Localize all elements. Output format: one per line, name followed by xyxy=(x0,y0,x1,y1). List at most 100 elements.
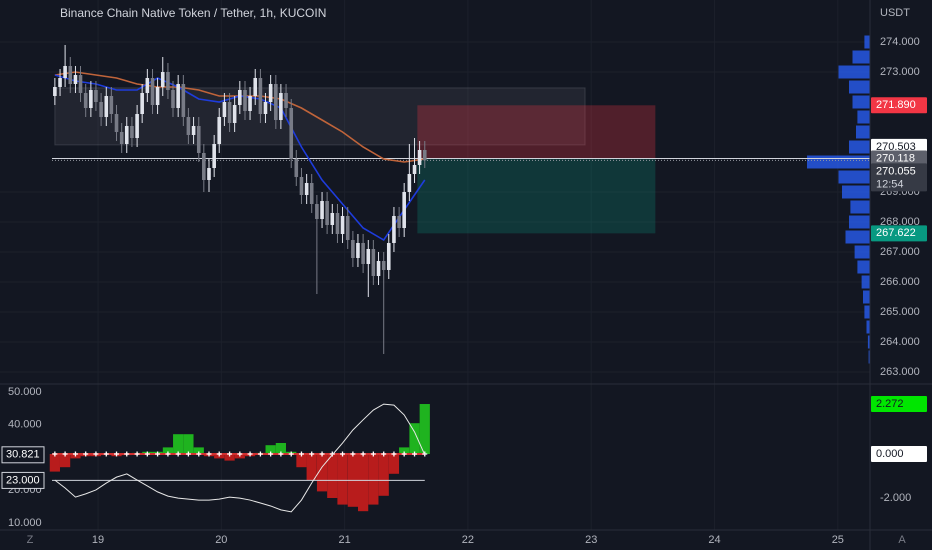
squeeze-dot xyxy=(72,451,78,457)
squeeze-dot xyxy=(165,451,171,457)
candle-body xyxy=(371,248,376,276)
candle-body xyxy=(289,107,294,159)
zero-label: 0.000 xyxy=(876,448,904,460)
candle-body xyxy=(171,89,175,108)
stop-label: 267.622 xyxy=(876,227,916,239)
candle-body xyxy=(376,260,381,276)
stop-label-bg xyxy=(871,225,927,242)
candle-body xyxy=(279,92,283,120)
candle-body xyxy=(330,212,335,225)
candle-body xyxy=(227,101,232,123)
momentum-bar xyxy=(162,447,174,454)
candle-body xyxy=(78,74,83,93)
x-tick-label: 25 xyxy=(832,534,844,546)
x-tick-label: 23 xyxy=(585,534,597,546)
momentum-bar xyxy=(316,453,328,492)
squeeze-dot xyxy=(360,451,366,457)
candle-body xyxy=(160,71,165,87)
candle-body xyxy=(58,77,62,87)
unit-label: USDT xyxy=(880,7,910,19)
squeeze-dot xyxy=(144,451,150,457)
grid xyxy=(0,0,870,530)
candle-body xyxy=(150,77,155,105)
last-price-label: 270.055 xyxy=(876,165,916,177)
y-tick-label: 264.000 xyxy=(880,336,920,348)
volume-profile-bar xyxy=(857,110,870,124)
squeeze-dot xyxy=(350,451,356,457)
level-label: 23.000 xyxy=(6,474,40,486)
volume-profile-bar xyxy=(856,125,870,139)
momentum-bar xyxy=(357,453,369,512)
squeeze-dot xyxy=(52,451,58,457)
candle-body xyxy=(119,131,124,144)
candle-body xyxy=(176,83,180,108)
x-tick-label: 19 xyxy=(92,534,104,546)
volume-profile-bar xyxy=(807,155,870,169)
entry-label-bg xyxy=(871,150,927,167)
candle-body xyxy=(361,242,365,264)
candle-body xyxy=(63,65,67,78)
momentum-bar xyxy=(399,447,410,454)
candle-body xyxy=(356,242,360,258)
target-label: 271.890 xyxy=(876,99,916,111)
volume-profile-bar xyxy=(838,170,870,184)
candle-body xyxy=(325,200,329,225)
squeeze-dot xyxy=(257,451,263,457)
y-tick-label: 274.000 xyxy=(880,36,920,48)
volume-profile-bar xyxy=(864,35,870,49)
candle-body xyxy=(114,113,119,132)
squeeze-dot xyxy=(227,451,233,457)
candle-body xyxy=(386,242,391,270)
line-value-label: 30.821 xyxy=(6,449,40,461)
squeeze-dot xyxy=(288,451,294,457)
squeeze-dot xyxy=(329,451,335,457)
candle-body xyxy=(68,65,73,84)
y-tick-label: 266.000 xyxy=(880,276,920,288)
squeeze-dot xyxy=(391,451,397,457)
momentum-bar xyxy=(296,453,307,468)
candle-body xyxy=(392,215,396,243)
target-label-bg xyxy=(871,97,927,114)
candle-body xyxy=(340,215,345,234)
candle-body xyxy=(299,176,304,195)
auto-button[interactable]: A xyxy=(898,534,906,546)
volume-profile-bar xyxy=(868,350,870,364)
volume-profile-bar xyxy=(852,95,870,109)
volume-profile-bar xyxy=(852,50,870,64)
squeeze-dot xyxy=(196,451,202,457)
indicator-line xyxy=(54,403,426,513)
volume-profile-bar xyxy=(849,80,870,94)
volume-profile-bar xyxy=(842,185,870,199)
scale-button[interactable]: Z xyxy=(27,534,34,546)
candle-body xyxy=(351,239,355,258)
candle-body xyxy=(202,152,206,180)
x-tick-label: 22 xyxy=(462,534,474,546)
y-tick-label: 263.000 xyxy=(880,366,920,378)
candle-body xyxy=(248,95,252,111)
candle-body xyxy=(124,125,129,144)
candle-body xyxy=(130,125,134,138)
candle-body xyxy=(232,104,237,123)
candle-body xyxy=(407,173,412,192)
y-tick-label: 267.000 xyxy=(880,246,920,258)
y-tick-label: 268.000 xyxy=(880,216,920,228)
momentum-bar xyxy=(224,453,235,461)
countdown: 12:54 xyxy=(876,178,904,190)
momentum-bar xyxy=(306,453,317,481)
zero-label-bg xyxy=(871,445,927,462)
volume-profile-bar xyxy=(849,140,870,154)
squeeze-dot xyxy=(185,451,191,457)
squeeze-dot xyxy=(134,451,140,457)
candle-body xyxy=(268,83,273,102)
momentum-label-bg xyxy=(871,396,927,413)
entry-label: 270.118 xyxy=(876,152,915,164)
candle-body xyxy=(309,182,314,204)
squeeze-dot xyxy=(412,451,418,457)
volume-profile-bar xyxy=(866,320,870,334)
candle-body xyxy=(104,95,109,117)
squeeze-dot xyxy=(340,451,346,457)
volume-profile-bar xyxy=(845,230,870,244)
